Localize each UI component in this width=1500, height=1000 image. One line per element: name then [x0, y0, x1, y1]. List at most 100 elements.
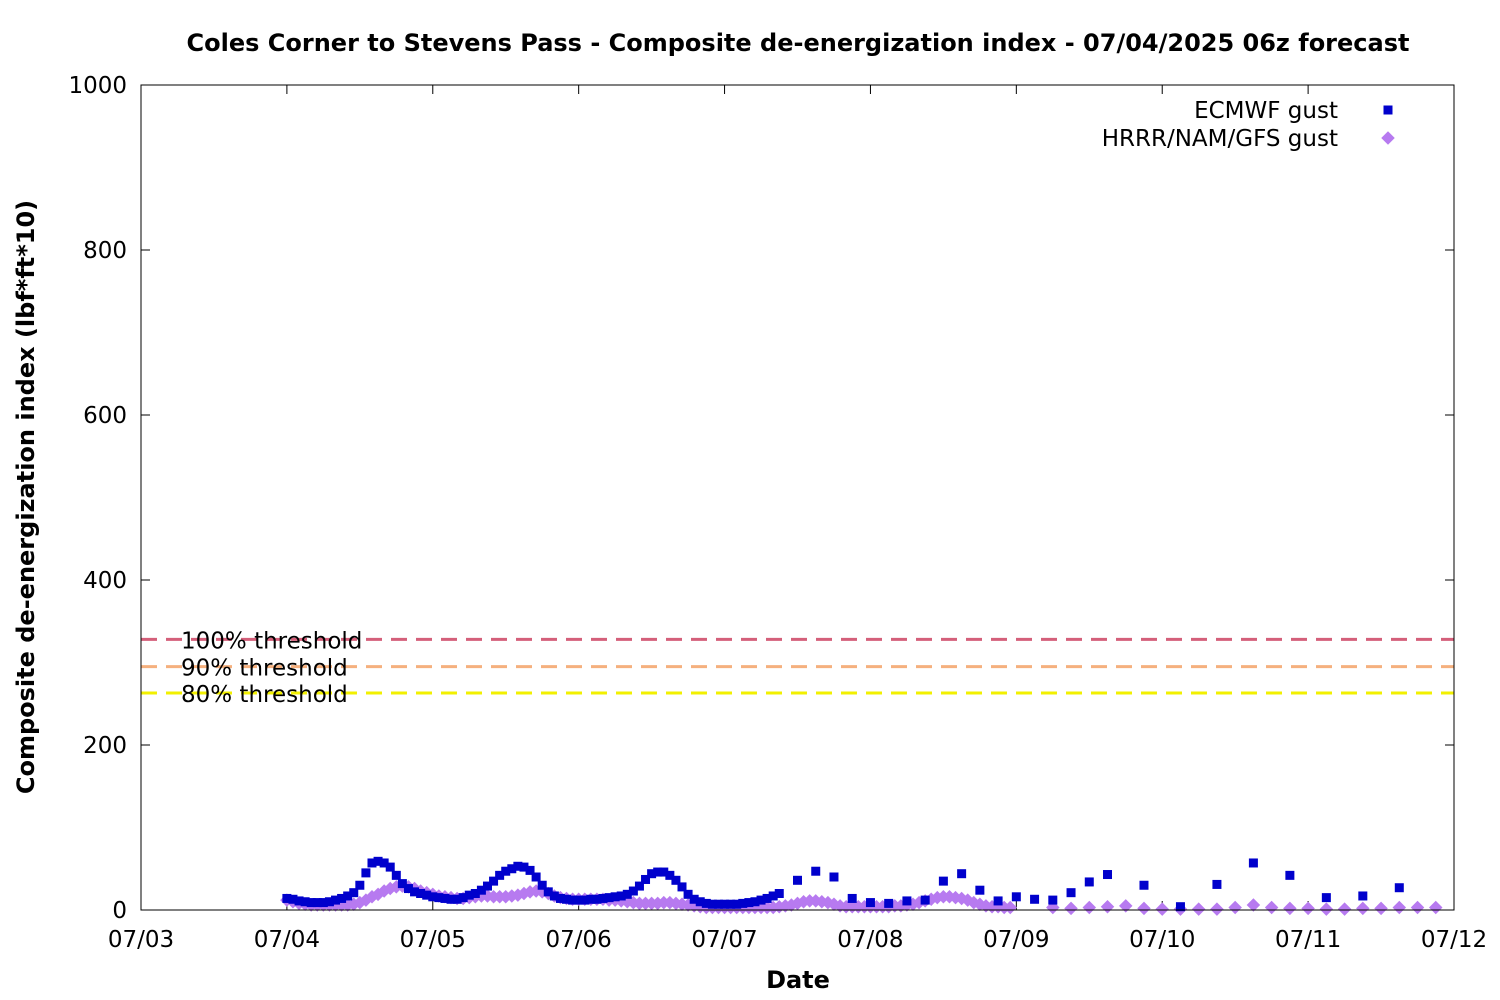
y-tick-label: 600: [83, 403, 127, 429]
legend-label: HRRR/NAM/GFS gust: [1102, 126, 1338, 152]
x-tick-label: 07/06: [546, 927, 612, 953]
data-point: [1283, 901, 1297, 916]
data-point: [318, 898, 328, 908]
data-point: [920, 895, 930, 905]
data-point: [993, 896, 1003, 906]
y-tick-label: 200: [83, 733, 127, 759]
data-point: [1410, 900, 1425, 915]
data-point: [957, 869, 967, 879]
data-point: [513, 861, 523, 871]
data-point: [671, 875, 681, 885]
data-point: [416, 889, 426, 898]
data-point: [361, 868, 371, 878]
data-point: [689, 894, 699, 904]
plot-frame: [140, 84, 1455, 911]
data-point: [1319, 902, 1334, 916]
data-point: [1064, 901, 1078, 916]
data-point: [659, 867, 669, 877]
data-point: [1356, 901, 1370, 916]
data-point: [555, 893, 565, 903]
data-point: [428, 892, 438, 902]
data-point: [628, 886, 638, 896]
x-tick-label: 07/08: [837, 927, 903, 953]
data-point: [1228, 900, 1242, 915]
data-point: [610, 892, 620, 902]
data-point: [762, 893, 772, 903]
data-point: [464, 890, 474, 900]
x-tick-label: 07/03: [108, 927, 174, 953]
data-point: [349, 888, 359, 898]
data-point: [938, 876, 948, 886]
data-point: [531, 872, 541, 882]
data-point: [434, 893, 444, 903]
data-point: [422, 890, 432, 900]
data-point: [732, 899, 742, 909]
data-point: [768, 891, 778, 901]
data-point: [495, 870, 505, 880]
data-point: [793, 875, 802, 885]
x-tick-label: 07/07: [691, 927, 757, 953]
data-point: [1429, 900, 1443, 915]
data-point: [410, 887, 420, 897]
data-point: [634, 881, 644, 891]
x-tick-label: 07/10: [1129, 927, 1195, 953]
data-point: [574, 895, 584, 905]
data-point: [1210, 902, 1224, 916]
y-tick-label: 400: [83, 568, 127, 594]
data-point: [476, 885, 486, 895]
data-point: [707, 899, 717, 909]
data-point: [865, 898, 875, 908]
data-point: [1084, 877, 1094, 887]
data-point: [294, 896, 304, 906]
data-point: [720, 899, 730, 909]
data-point: [331, 895, 341, 905]
data-point: [750, 897, 760, 907]
data-point: [1011, 892, 1021, 902]
data-point: [829, 872, 839, 882]
legend-marker: [1383, 105, 1393, 115]
data-point: [562, 894, 572, 904]
x-tick-label: 07/11: [1275, 927, 1341, 953]
data-point: [288, 894, 298, 904]
x-tick-label: 07/09: [983, 927, 1049, 953]
data-point: [1175, 902, 1185, 912]
data-point: [300, 897, 310, 907]
x-tick-label: 07/04: [254, 927, 320, 953]
data-point: [1374, 901, 1388, 916]
data-point: [568, 895, 578, 905]
data-point: [379, 858, 389, 868]
data-point: [902, 896, 912, 906]
data-point: [525, 865, 535, 875]
data-point: [677, 882, 687, 892]
data-point: [1139, 880, 1149, 890]
data-point: [592, 894, 602, 904]
data-point: [1137, 901, 1151, 916]
data-point: [367, 858, 377, 868]
y-tick-label: 1000: [68, 73, 127, 99]
y-axis-title: Composite de-energization index (lbf*ft*…: [12, 200, 40, 794]
data-point: [647, 869, 657, 879]
data-point: [683, 889, 693, 899]
y-tick-label: 800: [83, 238, 127, 264]
data-point: [1337, 902, 1352, 916]
data-point: [580, 895, 590, 905]
data-point: [598, 893, 608, 903]
y-tick-label: 0: [112, 898, 127, 924]
threshold-label: 80% threshold: [181, 682, 348, 708]
x-tick-label: 07/05: [400, 927, 466, 953]
data-point: [440, 893, 450, 903]
data-point: [1285, 870, 1295, 880]
data-point: [701, 898, 711, 908]
data-point: [695, 897, 705, 907]
data-point: [665, 870, 675, 880]
data-point: [744, 898, 754, 908]
data-point: [1066, 888, 1076, 898]
data-point: [774, 889, 784, 898]
data-point: [355, 880, 365, 890]
data-point: [1100, 899, 1115, 914]
data-point: [1082, 900, 1097, 915]
data-point: [489, 876, 499, 886]
